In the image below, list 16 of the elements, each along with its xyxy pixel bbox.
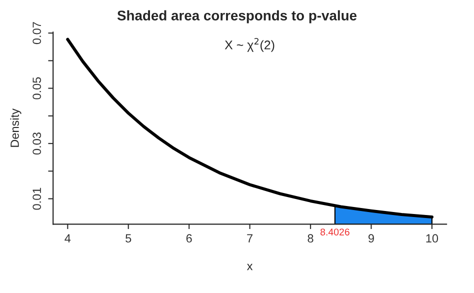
x-tick-label: 4: [64, 234, 71, 242]
y-tick-label: 0.03: [32, 132, 42, 155]
y-axis-title: Density: [10, 108, 22, 147]
x-tick-label: 5: [126, 234, 132, 243]
y-tick-label: 0.07: [32, 22, 42, 44]
x-tick-label: 7: [247, 234, 252, 242]
annotation: 8.4026: [320, 228, 350, 236]
y-tick-label: 0.01: [32, 188, 42, 210]
y-tick-label: 0.05: [32, 77, 42, 100]
x-tick-label: 9: [368, 234, 374, 243]
x-tick-label: 8: [308, 234, 314, 243]
text: X ~ χ$^{2}$(2): [224, 38, 274, 52]
x-tick-label: 6: [186, 234, 192, 243]
x-axis-title: x: [246, 264, 253, 270]
x-tick-label: 10: [426, 234, 438, 243]
chart-title: Shaded area corresponds to p-value: [117, 10, 357, 24]
